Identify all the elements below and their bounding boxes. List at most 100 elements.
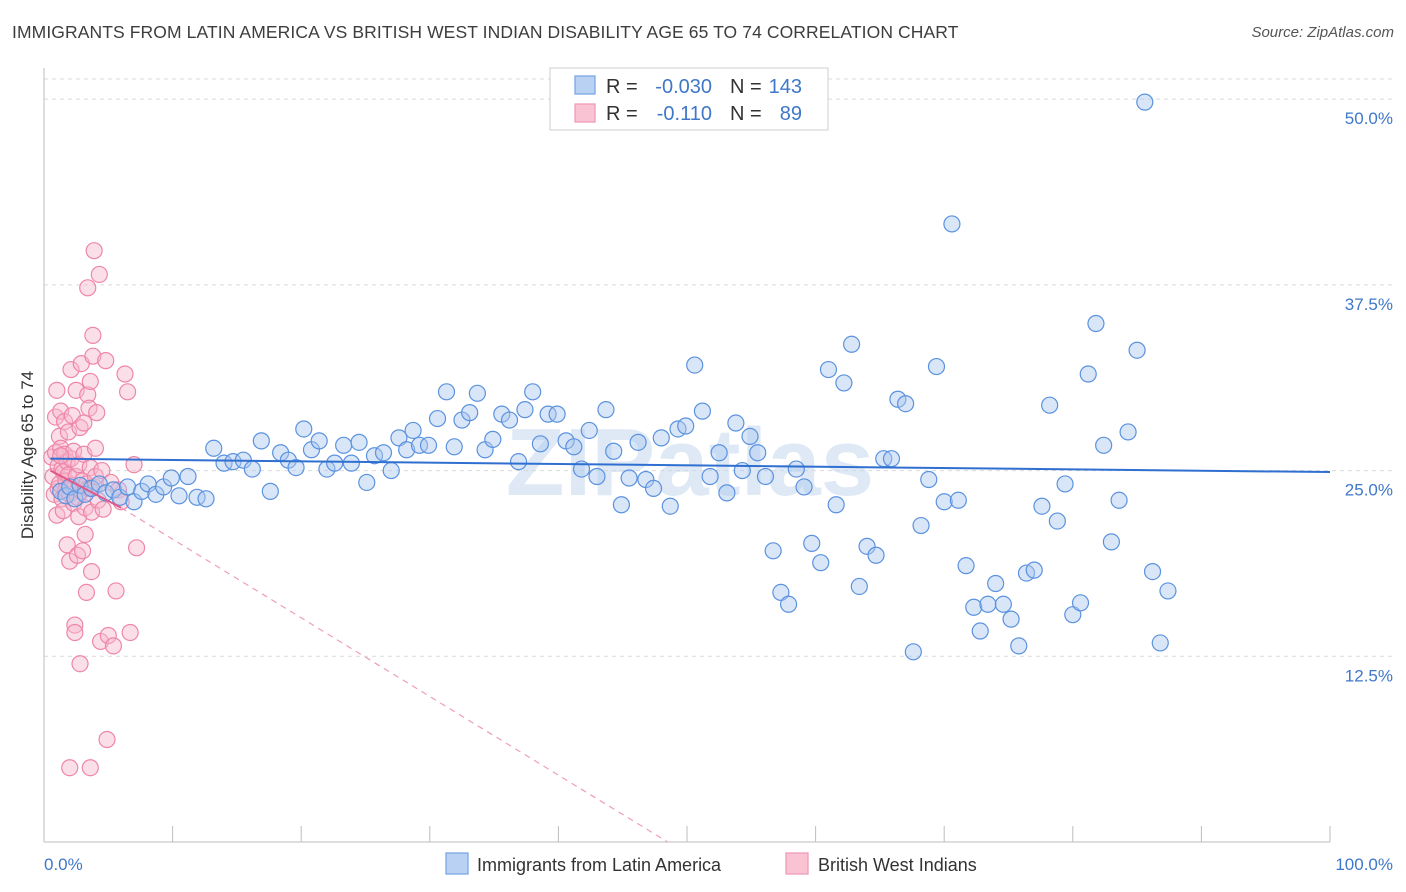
point-british-west-indians (81, 372, 99, 391)
point-latin-america (398, 441, 416, 459)
point-latin-america (957, 557, 975, 575)
point-latin-america (835, 374, 853, 392)
point-latin-america (867, 546, 885, 564)
point-british-west-indians (93, 461, 111, 480)
point-latin-america (858, 537, 876, 555)
point-latin-america (358, 473, 376, 492)
legend-r-value-1: -0.030 (655, 76, 712, 98)
bottom-legend-label-blue: Immigrants from Latin America (477, 855, 722, 875)
point-british-west-indians (52, 447, 70, 465)
source-label: Source: ZipAtlas.com (1251, 24, 1394, 41)
y-tick-label: 25.0% (1345, 481, 1393, 500)
point-latin-america (1033, 497, 1051, 515)
legend-n-value-2: 89 (780, 103, 802, 125)
point-british-west-indians (104, 637, 123, 655)
point-latin-america (1095, 436, 1113, 454)
trend-lines (49, 457, 1331, 843)
y-tick-label: 50.0% (1345, 109, 1393, 128)
point-latin-america (404, 421, 422, 440)
point-latin-america (693, 402, 712, 420)
point-british-west-indians (73, 542, 92, 560)
gridlines (44, 78, 1392, 657)
point-latin-america (827, 496, 845, 514)
y-tick-label: 12.5% (1345, 666, 1393, 685)
point-british-west-indians (70, 508, 88, 526)
point-latin-america (509, 453, 528, 471)
point-british-west-indians (79, 386, 97, 404)
point-latin-america (287, 459, 305, 477)
point-latin-america (882, 450, 901, 468)
point-latin-america (261, 482, 279, 500)
point-latin-america (1002, 610, 1020, 628)
point-latin-america (382, 461, 400, 480)
bottom-legend-swatch-pink (785, 852, 809, 875)
point-latin-america (118, 478, 137, 496)
point-latin-america (588, 467, 606, 486)
point-latin-america (1102, 533, 1120, 551)
point-latin-america (428, 409, 447, 428)
point-latin-america (620, 469, 638, 487)
point-latin-america (597, 401, 615, 419)
point-latin-america (756, 467, 775, 486)
point-latin-america (772, 583, 790, 602)
series-immigrants-latin-america (52, 93, 1177, 661)
point-latin-america (468, 384, 486, 402)
point-latin-america (374, 444, 393, 462)
point-british-west-indians (98, 730, 116, 749)
point-latin-america (897, 395, 915, 413)
legend-r-value-2: -0.110 (657, 103, 712, 125)
point-latin-america (410, 436, 429, 454)
point-latin-america (295, 420, 313, 438)
point-latin-america (1056, 475, 1074, 493)
point-latin-america (686, 356, 704, 374)
point-latin-america (1048, 512, 1066, 530)
point-british-west-indians (121, 623, 139, 642)
bottom-legend-label-pink: British West Indians (818, 855, 977, 875)
point-latin-america (779, 595, 798, 613)
point-latin-america (994, 595, 1012, 613)
point-latin-america (524, 383, 542, 401)
x-tick-label-min: 0.0% (44, 855, 83, 874)
point-latin-america (987, 574, 1005, 593)
point-latin-america (419, 436, 438, 454)
x-tick-label-max: 100.0% (1335, 855, 1393, 874)
point-british-west-indians (84, 326, 102, 344)
point-latin-america (787, 460, 805, 478)
point-latin-america (812, 554, 830, 572)
point-british-west-indians (94, 500, 112, 518)
point-latin-america (1143, 562, 1162, 581)
point-latin-america (565, 438, 583, 456)
point-latin-america (701, 467, 719, 486)
point-british-west-indians (58, 536, 76, 554)
tick-labels: 12.5% 25.0% 37.5% 50.0% 0.0% 100.0% (44, 109, 1393, 874)
trend-line-british-west-indians (49, 469, 122, 509)
point-latin-america (912, 516, 930, 535)
y-axis-label: Disability Age 65 to 74 (18, 371, 37, 539)
legend-n-label-2: N = (730, 103, 762, 125)
legend-n-value-1: 143 (769, 76, 802, 98)
point-latin-america (350, 433, 368, 451)
point-latin-america (437, 383, 456, 401)
point-latin-america (445, 438, 463, 456)
point-latin-america (652, 429, 670, 447)
point-latin-america (342, 454, 360, 472)
point-latin-america (162, 469, 180, 487)
point-latin-america (920, 470, 938, 489)
point-latin-america (205, 439, 223, 457)
point-british-west-indians (48, 381, 66, 399)
point-british-west-indians (77, 583, 96, 602)
point-british-west-indians (84, 347, 102, 365)
point-latin-america (484, 430, 502, 448)
point-latin-america (1151, 634, 1169, 652)
point-latin-america (803, 534, 821, 552)
point-latin-america (943, 215, 961, 233)
point-latin-america (1119, 423, 1137, 441)
point-latin-america (1041, 396, 1059, 414)
point-latin-america (326, 454, 344, 472)
bottom-legend: Immigrants from Latin America British We… (445, 852, 977, 875)
point-latin-america (749, 444, 767, 462)
point-latin-america (1025, 561, 1043, 579)
point-latin-america (170, 487, 188, 505)
point-british-west-indians (62, 360, 80, 379)
